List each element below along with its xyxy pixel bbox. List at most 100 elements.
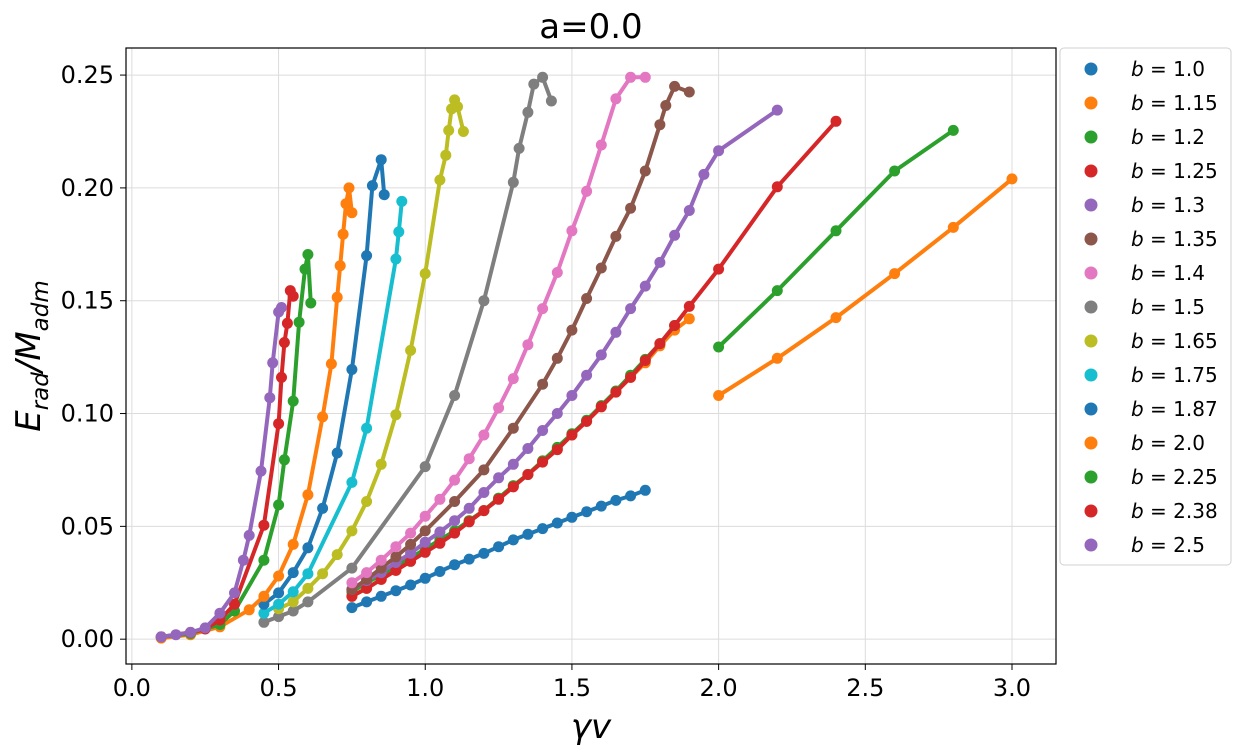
- legend-label: b = 1.3: [1131, 193, 1205, 217]
- data-point-b-1-3: [713, 145, 725, 157]
- axes-ticks: 0.0 0.5 1.0 1.5 2.0 2.5 3.0 0.00 0.05 0.10 0.15 0.2…: [61, 61, 1032, 702]
- data-point-b-2-25: [258, 554, 270, 566]
- grid: [126, 48, 1056, 664]
- data-point-b-2-5: [237, 554, 249, 566]
- data-point-b-1-0: [522, 528, 534, 540]
- data-point-b-1-25: [493, 493, 505, 505]
- data-point-b-1-3: [449, 515, 461, 527]
- data-point-b-1-35: [507, 422, 519, 434]
- data-point-b-1-65: [443, 124, 455, 136]
- data-point-b-1-87: [273, 587, 285, 599]
- data-point-b-1-87: [375, 154, 387, 166]
- data-point-b-1-5: [507, 176, 519, 188]
- data-point-b-2-38: [278, 337, 290, 348]
- data-point-b-1-3: [625, 303, 637, 315]
- data-point-b-1-0: [390, 585, 402, 597]
- legend-marker: [1084, 368, 1098, 382]
- data-point-b-2-25-high-v: [947, 124, 959, 136]
- data-point-b-1-3: [581, 369, 593, 381]
- legend-label: b = 1.87: [1131, 397, 1218, 421]
- data-point-b-1-4: [639, 71, 651, 83]
- legend-item: b = 1.87: [1084, 397, 1218, 421]
- data-point-b-1-87: [361, 250, 373, 262]
- data-point-b-2-25: [287, 395, 299, 407]
- legend-item: b = 1.75: [1084, 363, 1218, 387]
- series-b-1-75: [258, 195, 408, 619]
- data-point-b-1-5: [522, 106, 534, 118]
- legend-label: b = 2.0: [1131, 431, 1205, 455]
- data-point-b-1-4: [390, 541, 402, 553]
- legend-marker: [1084, 470, 1098, 484]
- legend-item: b = 2.0: [1084, 431, 1205, 455]
- data-point-b-1-0: [434, 566, 446, 577]
- legend-item: b = 1.3: [1084, 193, 1205, 217]
- data-point-b-1-25: [405, 555, 417, 567]
- series-b-2-0: [155, 182, 358, 644]
- data-point-b-1-4: [375, 554, 387, 566]
- data-point-b-1-3: [654, 256, 666, 268]
- data-point-b-1-5: [513, 142, 525, 154]
- data-point-b-1-4: [478, 429, 490, 441]
- data-point-b-1-35: [419, 525, 431, 537]
- legend-label: b = 1.0: [1131, 57, 1205, 81]
- data-point-b-1-3: [405, 547, 417, 559]
- data-point-b-1-4: [449, 474, 461, 486]
- data-point-b-1-35: [566, 324, 578, 336]
- legend-label: b = 1.15: [1131, 91, 1218, 115]
- data-point-b-1-3: [522, 443, 534, 454]
- data-point-b-2-25: [299, 263, 311, 275]
- data-point-b-2-5: [199, 622, 211, 634]
- data-point-b-1-75: [390, 253, 402, 265]
- data-point-b-2-25: [278, 454, 290, 466]
- legend-item: b = 2.5: [1084, 533, 1205, 557]
- series-b-1-4: [346, 71, 651, 589]
- data-point-b-1-4: [507, 373, 519, 385]
- data-point-b-1-87: [287, 567, 299, 579]
- legend-marker: [1084, 232, 1098, 246]
- data-point-b-1-0: [493, 541, 505, 553]
- data-point-b-2-25: [273, 499, 285, 511]
- data-point-b-1-4: [346, 577, 358, 589]
- legend-label: b = 2.25: [1131, 465, 1218, 489]
- data-point-b-1-4: [581, 185, 593, 197]
- data-point-b-1-3: [566, 390, 578, 401]
- data-point-b-2-25-high-v: [830, 225, 842, 237]
- legend-label: b = 1.2: [1131, 125, 1205, 149]
- data-point-b-1-65: [440, 149, 452, 161]
- data-point-b-1-65: [317, 568, 329, 580]
- data-point-b-2-0: [346, 207, 358, 219]
- legend-marker: [1084, 402, 1098, 416]
- data-point-b-1-0: [375, 590, 387, 602]
- data-point-b-1-25: [522, 469, 534, 480]
- chart-title: a=0.0: [539, 7, 642, 47]
- legend-label: b = 1.65: [1131, 329, 1218, 353]
- data-point-b-1-75: [393, 226, 405, 238]
- data-point-b-1-65: [390, 409, 402, 421]
- data-point-b-1-4: [434, 493, 446, 505]
- data-point-b-1-87: [346, 364, 358, 375]
- data-point-b-2-5: [229, 587, 240, 599]
- data-point-b-1-5: [419, 461, 431, 473]
- x-tick-label: 2.5: [846, 674, 884, 702]
- data-point-b-1-35: [639, 165, 651, 177]
- data-point-b-1-87: [302, 542, 314, 554]
- data-point-b-2-0: [243, 604, 255, 616]
- data-point-b-2-5: [267, 357, 279, 369]
- data-point-b-2-5: [185, 626, 196, 638]
- data-point-b-1-75: [258, 607, 270, 619]
- legend-label: b = 2.38: [1131, 499, 1218, 523]
- data-point-b-1-35: [669, 80, 681, 92]
- data-point-b-1-3: [683, 205, 695, 216]
- data-point-b-2-38: [281, 317, 293, 329]
- data-point-b-1-3: [493, 472, 505, 484]
- data-point-b-2-5: [255, 465, 267, 477]
- data-point-b-1-25: [390, 564, 402, 576]
- data-point-b-1-35: [625, 202, 637, 214]
- series-line-b-1-35: [349, 84, 692, 592]
- data-point-b-1-0: [419, 572, 431, 584]
- data-point-b-1-25: [566, 429, 578, 441]
- data-point-b-2-38: [258, 519, 270, 531]
- data-point-b-1-4: [566, 225, 578, 237]
- data-point-b-1-3: [478, 487, 490, 498]
- x-tick-label: 1.0: [406, 674, 444, 702]
